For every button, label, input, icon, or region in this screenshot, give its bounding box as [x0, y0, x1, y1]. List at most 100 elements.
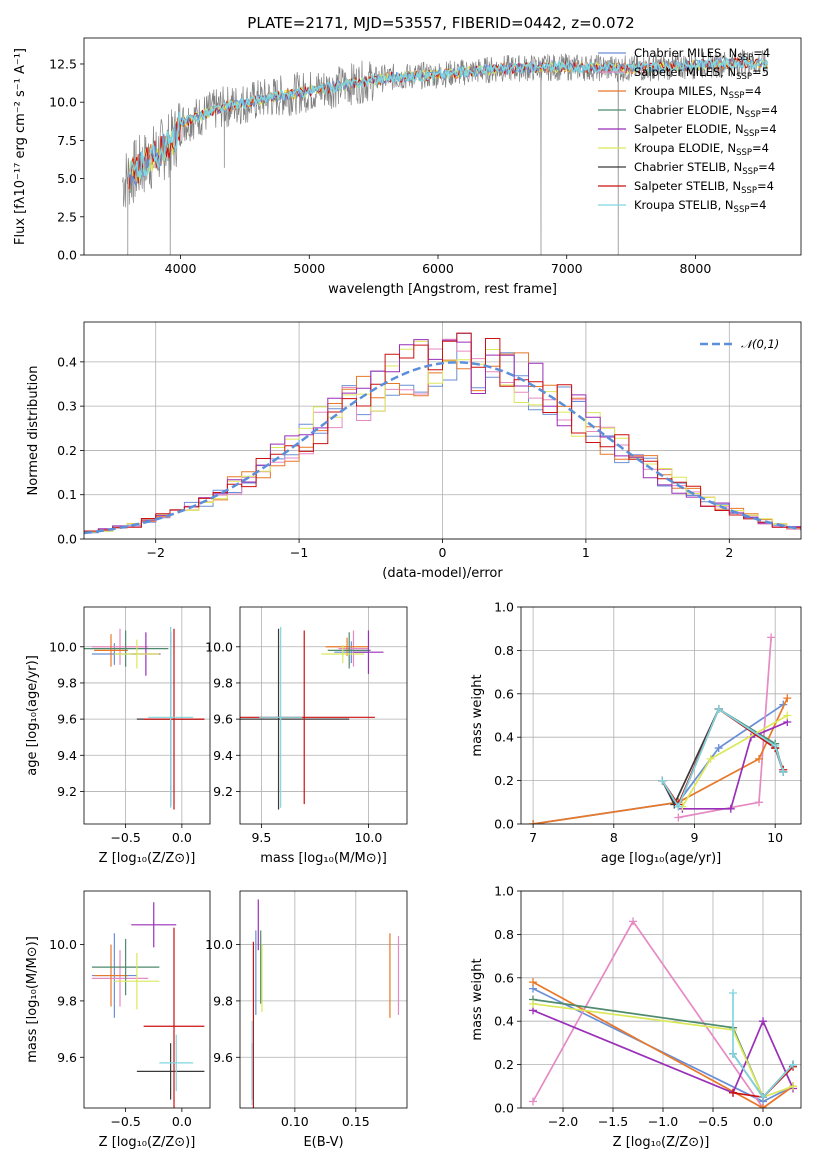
histogram-7 — [84, 332, 801, 532]
x-tick-label: 10 — [767, 830, 783, 845]
x-tick-label: 5000 — [293, 261, 325, 276]
x-tick-label: 0.10 — [281, 1114, 309, 1129]
axes-frame — [83, 606, 211, 825]
x-tick-label: 1 — [582, 545, 590, 560]
legend-entry: Salpeter STELIB, NSSP=4 — [634, 179, 774, 196]
weight-series-6 — [658, 704, 788, 809]
plot-area — [240, 626, 384, 810]
y-tick-label: 0.8 — [494, 643, 514, 658]
legend-entry: Salpeter ELODIE, NSSP=4 — [634, 122, 777, 139]
axes: −0.5 0.0 9.2 9.4 9.6 9.8 10.0 Z [log₁₀(Z/Z⊙)] ag… — [25, 606, 211, 866]
x-tick-label: 0 — [439, 545, 447, 560]
x-tick-label: 9 — [691, 830, 699, 845]
x-tick-label: −0.5 — [110, 830, 140, 845]
weight-point — [759, 1017, 767, 1026]
y-tick-label: 7.5 — [57, 133, 77, 148]
y-tick-label: 0.0 — [494, 1101, 514, 1116]
normal-reference-curve — [84, 361, 801, 535]
weight-point — [529, 999, 537, 1008]
weight-point — [771, 741, 780, 750]
y-axis-label: Flux [fλ10⁻¹⁷ erg cm⁻² s⁻¹ A⁻¹] — [13, 48, 28, 245]
x-tick-label: 7000 — [551, 261, 583, 276]
x-tick-label: −2 — [146, 545, 164, 560]
weight-series-5 — [678, 711, 792, 811]
grid — [521, 890, 801, 1109]
weight-point — [789, 1060, 797, 1069]
figure-title: PLATE=2171, MJD=53557, FIBERID=0442, z=0… — [247, 14, 634, 32]
y-axis-label: age [log₁₀(age/yr)] — [25, 655, 40, 776]
weight-point — [729, 1088, 737, 1097]
errorbar-3 — [91, 938, 160, 996]
y-tick-label: 10.0 — [49, 639, 77, 654]
axes-frame — [83, 37, 802, 256]
x-tick-label: 0.0 — [172, 830, 192, 845]
legend-entry-reference: 𝒩(0,1) — [741, 337, 779, 351]
plot-area — [251, 899, 400, 1108]
y-tick-label: 0.8 — [494, 927, 514, 942]
weight-point — [729, 988, 737, 997]
legend-entry: Kroupa STELIB, NSSP=4 — [634, 198, 766, 215]
errorbar-7 — [143, 628, 205, 810]
y-tick-label: 0.6 — [494, 686, 514, 701]
spectrum-panel: 4000 5000 6000 7000 8000 0.0 2.5 5.0 7.5 10.0 12.5… — [13, 37, 802, 297]
errorbar-8 — [259, 626, 303, 808]
errorbar-1 — [338, 630, 369, 667]
weight-point — [759, 1104, 767, 1108]
plot-area — [122, 49, 769, 255]
axes: −2.0 −1.5 −1.0 −0.5 0.0 0.0 0.2 0.4 0.6 0.8 1.0 Z [… — [470, 884, 802, 1150]
y-tick-label: 9.6 — [57, 712, 77, 727]
weight-point — [658, 776, 667, 785]
x-axis-label: wavelength [Angstrom, rest frame] — [328, 282, 557, 297]
x-tick-label: 8 — [610, 830, 618, 845]
weight-point — [783, 711, 792, 720]
axes: 0.10 0.15 9.6 9.8 10.0 E(B-V) — [205, 890, 408, 1150]
mass-weight-vs-age-panel: 7 8 9 10 0.0 0.2 0.4 0.6 0.8 1.0 age [log₁₀(age/yr… — [470, 600, 802, 866]
y-tick-label: 0.6 — [494, 970, 514, 985]
y-tick-label: 0.3 — [57, 399, 77, 414]
errorbar-6 — [240, 628, 350, 810]
y-axis-label: Normed distribution — [26, 366, 41, 496]
y-tick-label: 9.6 — [213, 1050, 233, 1065]
errorbar-2 — [94, 944, 128, 1007]
weight-point — [789, 1082, 797, 1091]
y-tick-label: 0.0 — [57, 248, 77, 263]
x-tick-label: 0.15 — [342, 1114, 370, 1129]
weight-point — [629, 917, 637, 926]
y-axis-label: mass [log₁₀(M/M⊙)] — [25, 936, 40, 1063]
errorbar-5 — [114, 953, 160, 1010]
mass-weight-vs-metallicity-panel: −2.0 −1.5 −1.0 −0.5 0.0 0.0 0.2 0.4 0.6 0.8 1.0 Z [… — [470, 884, 802, 1150]
weight-point — [759, 1093, 767, 1102]
weight-point — [714, 744, 723, 753]
y-tick-label: 1.0 — [494, 600, 514, 615]
weight-point — [529, 978, 537, 987]
legend-entry: Kroupa ELODIE, NSSP=4 — [634, 141, 769, 158]
weight-point — [779, 767, 788, 776]
x-tick-label: −1 — [290, 545, 308, 560]
errorbar-3 — [327, 632, 371, 669]
y-tick-label: 9.4 — [213, 748, 233, 763]
y-tick-label: 12.5 — [49, 56, 77, 71]
grid — [240, 607, 407, 824]
y-tick-label: 0.2 — [494, 1057, 514, 1072]
y-tick-label: 0.0 — [57, 532, 77, 547]
y-axis-label: mass weight — [470, 958, 485, 1040]
legend-entry: Salpeter MILES, NSSP=5 — [634, 65, 769, 82]
weight-series-4 — [678, 718, 792, 813]
weight-point — [674, 813, 683, 822]
y-tick-label: 0.4 — [494, 730, 514, 745]
errorbar-5 — [114, 639, 160, 669]
axes-frame — [239, 606, 408, 825]
weight-point — [726, 804, 735, 813]
weight-point — [783, 694, 792, 703]
x-tick-label: −0.5 — [110, 1114, 140, 1129]
x-axis-label: (data-model)/error — [382, 566, 503, 581]
axes-frame — [520, 890, 802, 1109]
y-tick-label: 9.8 — [213, 675, 233, 690]
x-axis-label: Z [log₁₀(Z/Z⊙)] — [99, 851, 196, 866]
x-tick-label: −0.5 — [698, 1114, 728, 1129]
y-tick-label: 10.0 — [49, 937, 77, 952]
mass-vs-metallicity-panel: −0.5 0.0 9.6 9.8 10.0 Z [log₁₀(Z/Z⊙)] mass [lo… — [25, 890, 211, 1150]
y-tick-label: 9.6 — [213, 712, 233, 727]
weight-series-7 — [658, 704, 788, 809]
y-tick-label: 9.6 — [57, 1050, 77, 1065]
